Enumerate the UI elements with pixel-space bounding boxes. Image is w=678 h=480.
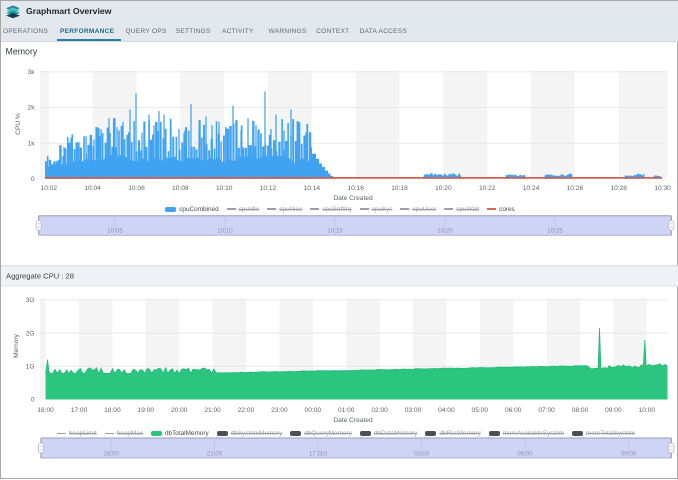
svg-text:01:00: 01:00 [338,407,355,414]
svg-text:20:00: 20:00 [171,407,188,414]
svg-text:10:26: 10:26 [567,185,584,192]
svg-text:2k: 2k [28,105,36,112]
svg-text:10:16: 10:16 [347,185,364,192]
svg-text:17:00: 17:00 [71,407,88,414]
svg-text:04:00: 04:00 [438,407,455,414]
svg-text:16:00: 16:00 [37,407,54,414]
svg-text:10:15: 10:15 [327,228,343,235]
svg-text:Date Created: Date Created [333,417,373,424]
svg-text:Memory: Memory [13,333,20,358]
svg-text:0: 0 [31,397,35,404]
svg-text:19:00: 19:00 [138,407,155,414]
svg-text:3k: 3k [28,69,36,76]
svg-text:1G: 1G [26,364,35,371]
svg-text:10:18: 10:18 [391,185,408,192]
svg-text:10:28: 10:28 [610,185,627,192]
svg-text:09:00: 09:00 [605,407,622,414]
svg-text:22:00: 22:00 [238,407,255,414]
svg-text:10:20: 10:20 [437,228,453,235]
svg-text:0: 0 [31,176,35,183]
svg-text:23:00: 23:00 [271,407,288,414]
svg-text:18:00: 18:00 [104,407,121,414]
svg-text:02:00: 02:00 [371,407,388,414]
svg-text:10:14: 10:14 [304,185,321,192]
svg-text:10:02: 10:02 [41,185,58,192]
svg-text:2G: 2G [26,330,35,337]
svg-text:21:00: 21:00 [204,407,221,414]
svg-text:05:00: 05:00 [472,407,489,414]
svg-text:00:00: 00:00 [305,407,322,414]
svg-text:18:00: 18:00 [103,451,119,458]
svg-text:10:06: 10:06 [128,185,145,192]
svg-text:CPU %: CPU % [15,113,22,135]
svg-text:10:10: 10:10 [217,228,233,235]
svg-text:Aggregate CPU : 28: Aggregate CPU : 28 [6,272,74,281]
svg-text:10:00: 10:00 [639,407,656,414]
svg-text:06:00: 06:00 [505,407,522,414]
svg-text:10:22: 10:22 [479,185,496,192]
svg-text:17 Oct: 17 Oct [309,451,328,458]
svg-text:07:00: 07:00 [538,407,555,414]
svg-text:3G: 3G [26,297,35,304]
svg-text:08:00: 08:00 [572,407,589,414]
svg-text:09:00: 09:00 [621,451,637,458]
svg-text:10:25: 10:25 [547,228,563,235]
svg-text:10:05: 10:05 [107,228,123,235]
svg-text:10:12: 10:12 [260,185,277,192]
svg-text:06:00: 06:00 [517,451,533,458]
svg-text:10:24: 10:24 [523,185,540,192]
svg-text:10:10: 10:10 [216,185,233,192]
svg-text:21:00: 21:00 [207,451,223,458]
svg-text:10:20: 10:20 [435,185,452,192]
svg-text:1k: 1k [28,140,36,147]
svg-text:10:30: 10:30 [654,185,671,192]
svg-text:10:08: 10:08 [172,185,189,192]
svg-text:03:00: 03:00 [405,407,422,414]
svg-text:10:04: 10:04 [84,185,101,192]
svg-text:Memory: Memory [6,47,38,57]
svg-text:03:00: 03:00 [414,451,430,458]
svg-text:Date Created: Date Created [333,195,373,202]
